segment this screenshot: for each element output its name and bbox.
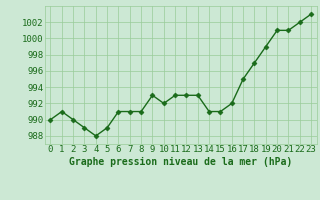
X-axis label: Graphe pression niveau de la mer (hPa): Graphe pression niveau de la mer (hPa) (69, 157, 292, 167)
